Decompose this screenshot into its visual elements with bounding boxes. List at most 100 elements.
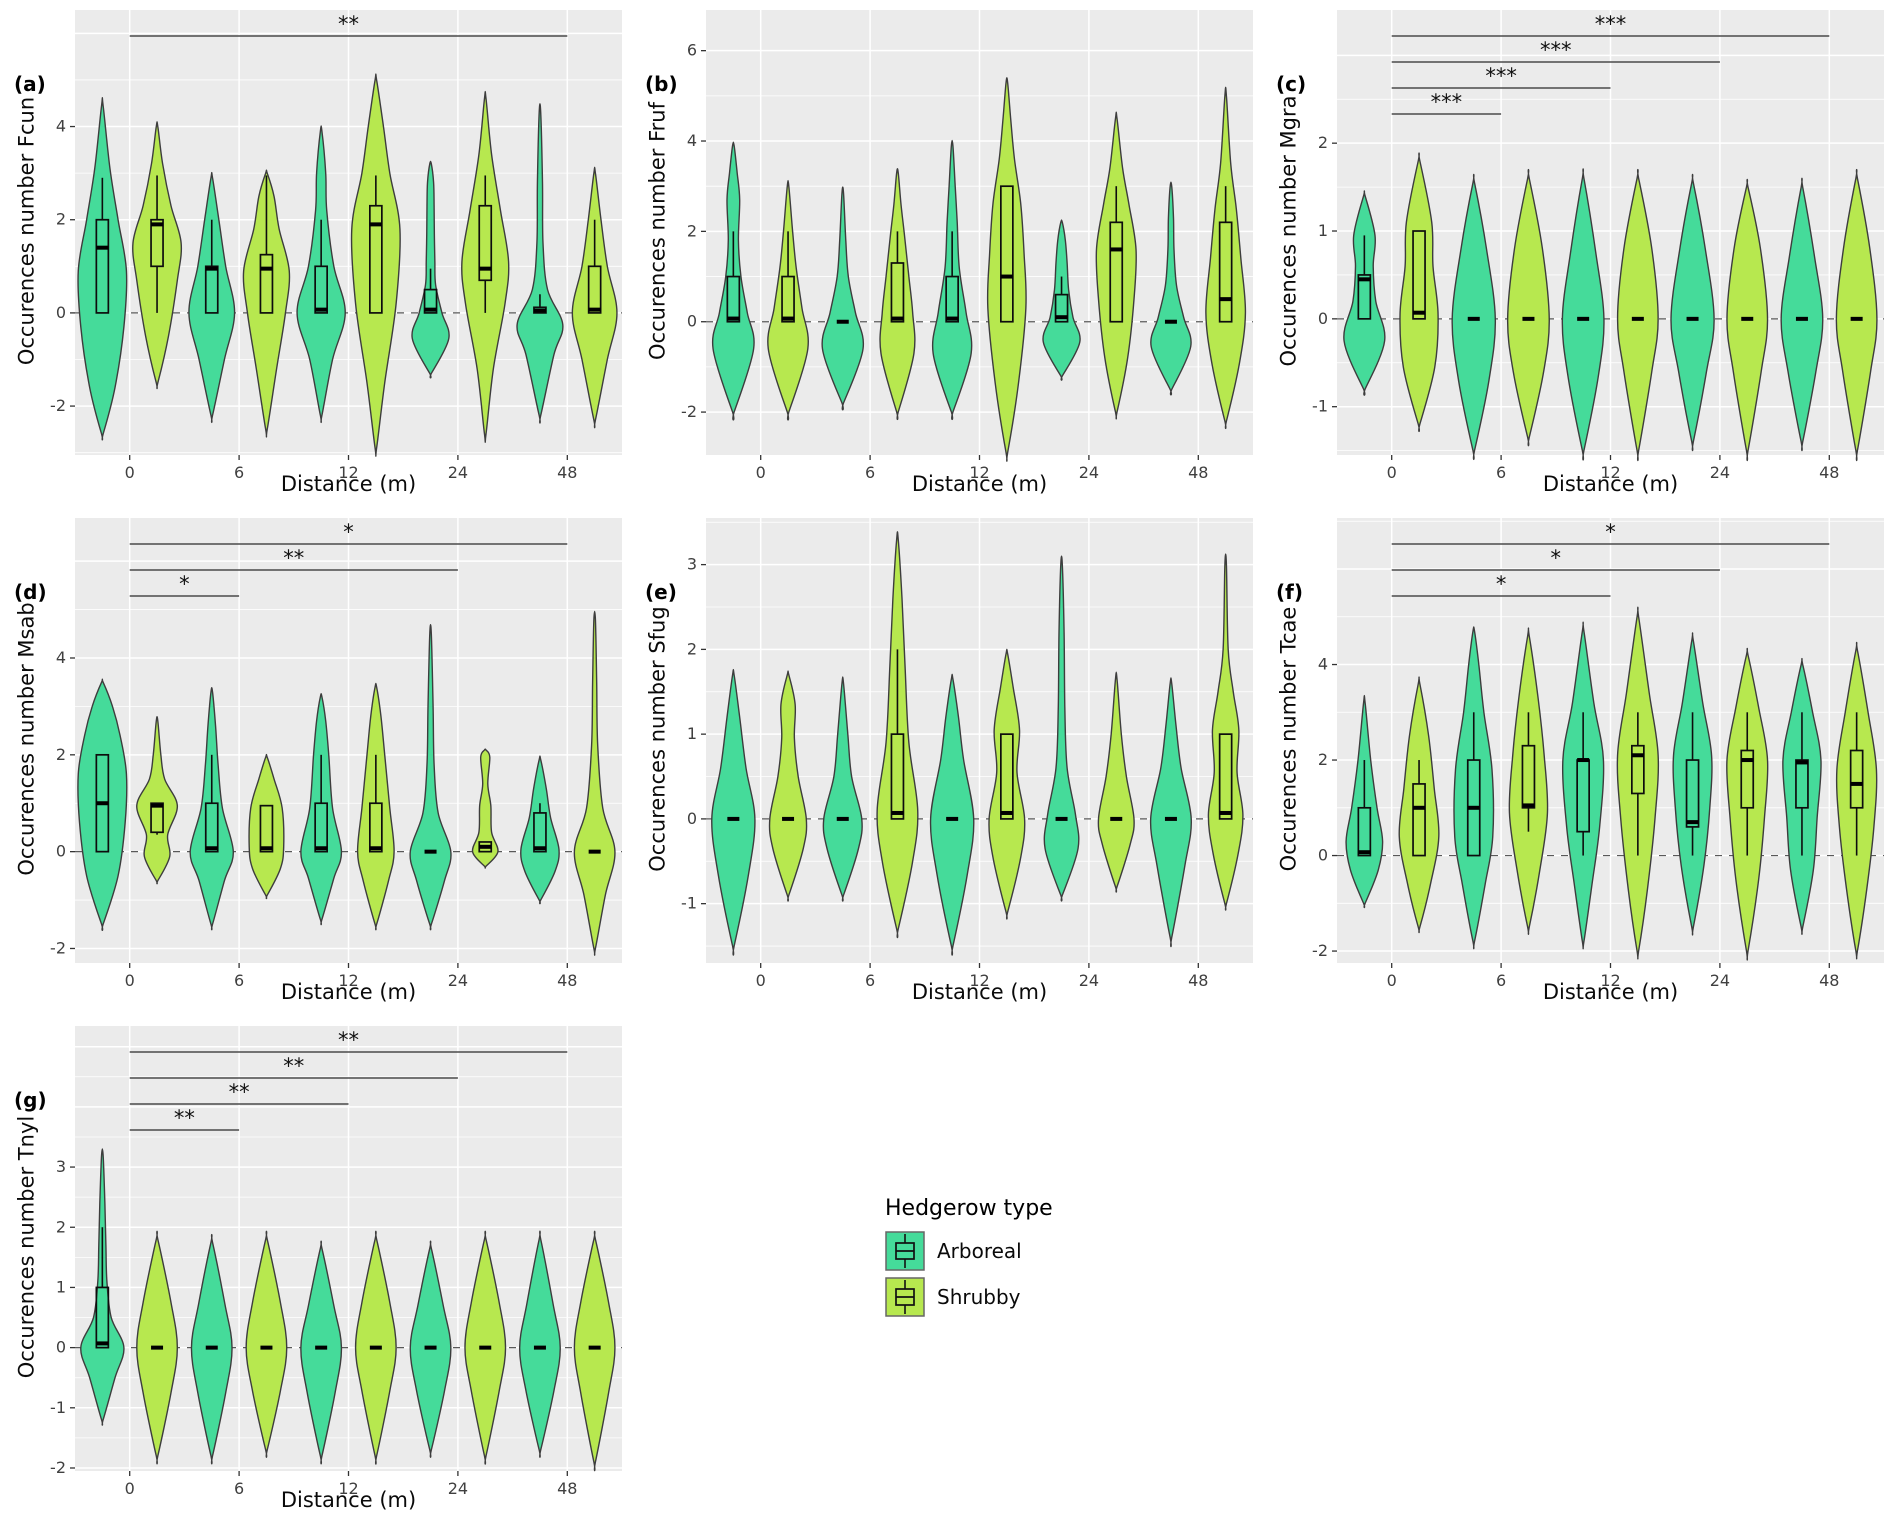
violin-6-arboreal xyxy=(189,686,235,931)
svg-text:**: ** xyxy=(174,1106,195,1130)
violin-12-shrubby xyxy=(986,77,1027,462)
violin-0-shrubby xyxy=(768,670,808,902)
svg-text:-1: -1 xyxy=(1312,397,1328,416)
svg-text:-2: -2 xyxy=(50,938,66,957)
y-axis-title-d: Occurences number Msab xyxy=(14,602,39,876)
violin-48-shrubby xyxy=(1207,553,1244,911)
svg-text:-2: -2 xyxy=(1312,941,1328,960)
svg-text:0: 0 xyxy=(687,312,697,331)
svg-text:3: 3 xyxy=(687,555,697,574)
violin-48-arboreal xyxy=(520,755,560,905)
y-axis-title-e: Occurences number Sfug xyxy=(645,606,670,872)
median-dash xyxy=(1522,316,1535,321)
y-axis-title-c: Occurences number Mgra xyxy=(1276,95,1301,367)
panel-a: ** -2 0 2 4 0 6 12 24 48 (a) Occurences number Fc… xyxy=(0,0,631,508)
significance-bracket-0-6: *** xyxy=(1391,90,1502,115)
violin-24-arboreal xyxy=(411,160,450,379)
svg-text:0: 0 xyxy=(56,842,66,861)
svg-text:48: 48 xyxy=(1188,971,1208,990)
svg-text:6: 6 xyxy=(865,971,875,990)
median-dash xyxy=(1055,816,1068,821)
legend-key-shrubby-icon xyxy=(885,1277,925,1317)
violin-12-arboreal xyxy=(300,692,343,926)
svg-text:6: 6 xyxy=(865,463,875,482)
y-axis-title-a: Occurences number Fcun xyxy=(14,96,39,366)
violin-0-shrubby xyxy=(1399,152,1439,433)
svg-text:0: 0 xyxy=(56,1338,66,1357)
svg-text:0: 0 xyxy=(756,463,766,482)
median-dash xyxy=(1741,316,1754,321)
svg-text:6: 6 xyxy=(234,971,244,990)
violin-24-shrubby xyxy=(461,90,510,443)
x-axis-title-b: Distance (m) xyxy=(911,472,1048,496)
svg-text:6: 6 xyxy=(1496,463,1506,482)
svg-text:12: 12 xyxy=(338,971,358,990)
svg-text:***: *** xyxy=(1540,38,1572,62)
svg-text:**: ** xyxy=(338,12,359,36)
violin-6-arboreal xyxy=(821,186,865,411)
svg-text:-1: -1 xyxy=(681,894,697,913)
violin-48-shrubby xyxy=(1205,86,1247,430)
violin-12-shrubby xyxy=(1616,606,1660,960)
svg-text:*: * xyxy=(343,520,354,544)
svg-text:0: 0 xyxy=(56,303,66,322)
svg-text:-2: -2 xyxy=(50,1458,66,1477)
svg-text:48: 48 xyxy=(1819,971,1839,990)
violin-24-arboreal xyxy=(409,624,452,931)
significance-bracket-0-12: * xyxy=(1391,572,1611,597)
legend-title: Hedgerow type xyxy=(885,1196,1053,1221)
significance-bracket-0-6: ** xyxy=(129,1106,240,1131)
violin-48-arboreal xyxy=(1782,657,1822,936)
panel-label-e: (e) xyxy=(645,580,677,604)
violin-48-shrubby xyxy=(573,1230,616,1472)
legend-item-shrubby: Shrubby xyxy=(885,1277,1053,1317)
significance-bracket-0-24: ** xyxy=(129,546,458,571)
significance-bracket-0-48: * xyxy=(129,520,568,545)
violin-24-shrubby xyxy=(1095,111,1137,420)
violin-0-arboreal xyxy=(1343,190,1386,396)
median-dash xyxy=(946,816,959,821)
median-dash xyxy=(1164,816,1177,821)
panel-e: -1 0 1 2 3 0 6 12 24 48 (e) Occurences number Sfu… xyxy=(631,508,1262,1016)
significance-bracket-0-48: ** xyxy=(129,12,568,37)
violin-6-arboreal xyxy=(188,171,236,424)
median-dash xyxy=(1467,316,1480,321)
violin-48-shrubby xyxy=(573,610,616,956)
violin-12-shrubby xyxy=(356,682,395,931)
violin-48-shrubby xyxy=(1835,641,1878,960)
violin-6-arboreal xyxy=(1453,626,1495,950)
significance-bracket-0-12: ** xyxy=(129,1080,349,1105)
y-axis-title-g: Occurences number Tnyl xyxy=(14,1115,39,1379)
violin-48-arboreal xyxy=(1780,177,1824,452)
svg-text:-2: -2 xyxy=(50,396,66,415)
violin-24-arboreal xyxy=(409,1240,452,1459)
median-dash xyxy=(588,1345,601,1350)
svg-text:0: 0 xyxy=(1318,309,1328,328)
svg-text:48: 48 xyxy=(1188,463,1208,482)
violin-6-shrubby xyxy=(1508,627,1549,936)
svg-text:**: ** xyxy=(283,546,304,570)
median-dash xyxy=(424,1345,437,1350)
svg-text:4: 4 xyxy=(687,131,697,150)
median-dash xyxy=(479,1345,492,1350)
violin-0-arboreal xyxy=(711,141,755,421)
median-dash xyxy=(1686,316,1699,321)
svg-text:24: 24 xyxy=(448,971,468,990)
legend-item-arboreal: Arboreal xyxy=(885,1231,1053,1271)
violin-0-arboreal xyxy=(1345,694,1384,909)
violin-6-shrubby xyxy=(242,169,291,438)
violin-24-shrubby xyxy=(1726,647,1769,961)
svg-text:-1: -1 xyxy=(50,1398,66,1417)
svg-text:-2: -2 xyxy=(681,402,697,421)
significance-bracket-0-12: *** xyxy=(1391,64,1611,89)
svg-text:2: 2 xyxy=(1318,133,1328,152)
violin-6-shrubby xyxy=(1506,168,1550,447)
